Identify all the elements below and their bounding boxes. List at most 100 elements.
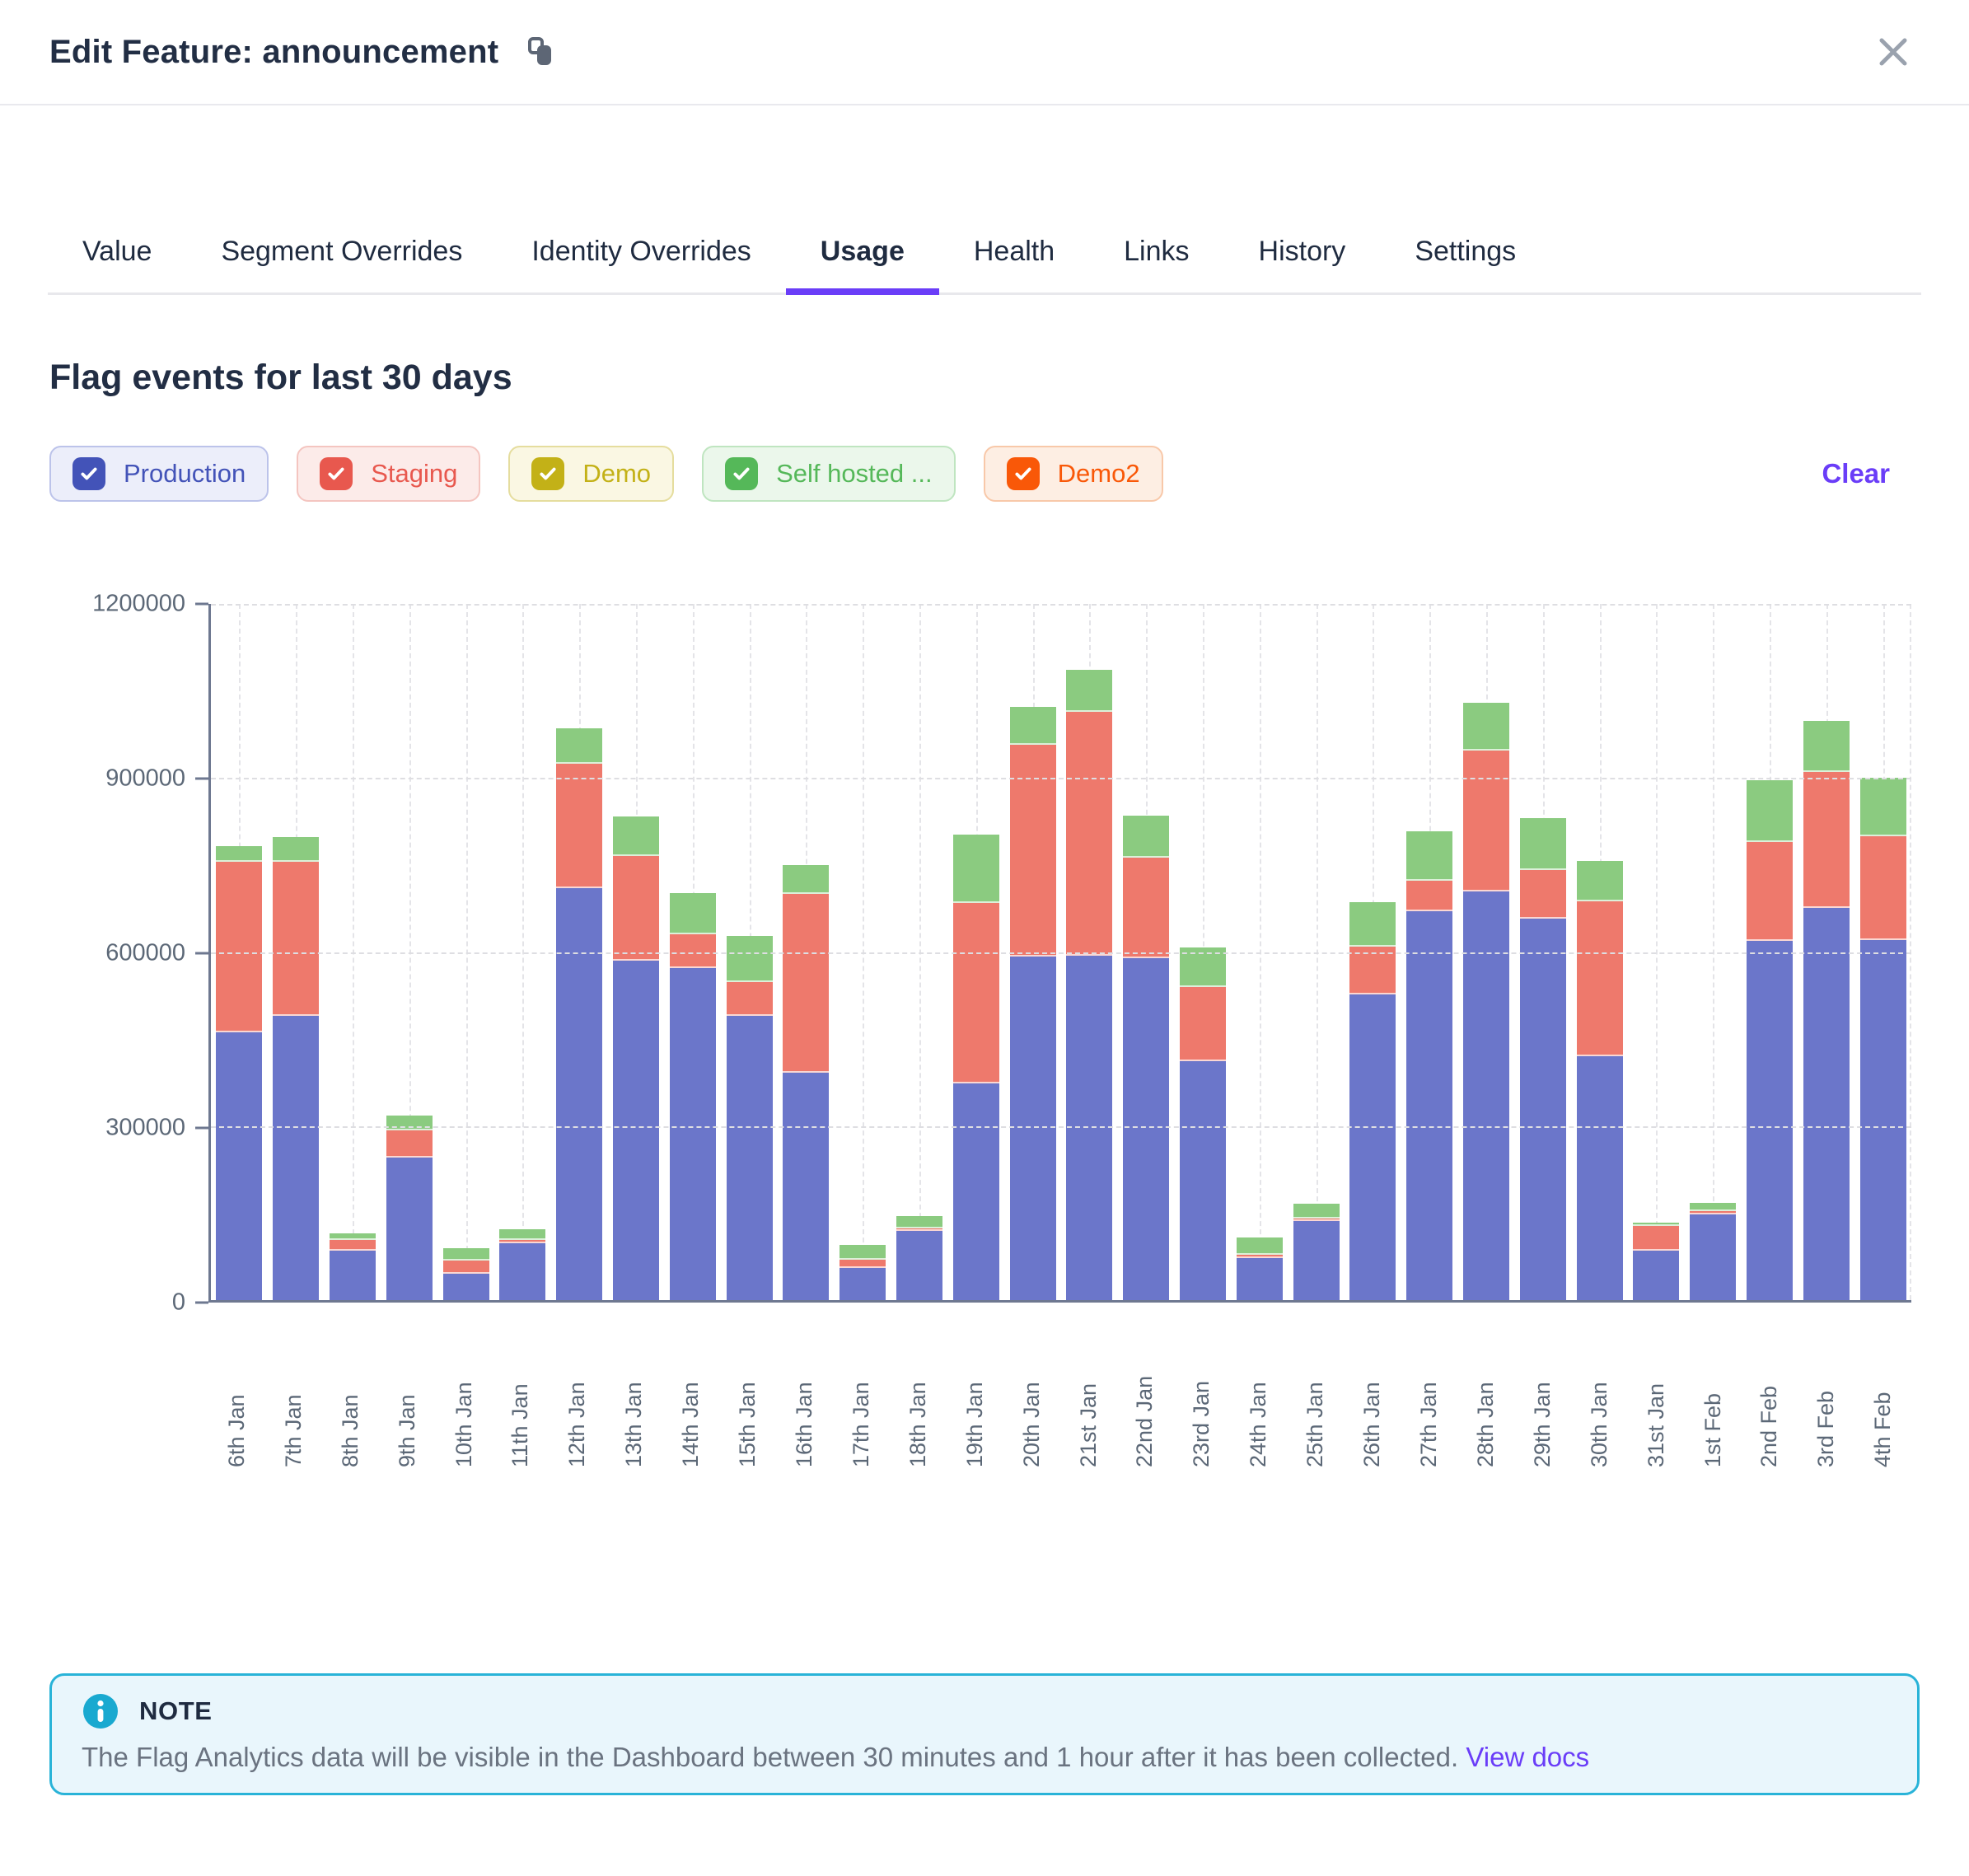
stacked-bar-12th-jan[interactable]	[556, 604, 603, 1300]
x-label-slot: 27th Jan	[1401, 1303, 1457, 1467]
stacked-bar-25th-jan[interactable]	[1293, 604, 1340, 1300]
stacked-bar-3rd-feb[interactable]	[1803, 604, 1850, 1300]
segment-staging	[386, 1130, 433, 1158]
segment-self-hosted	[952, 835, 999, 904]
x-axis-label: 29th Jan	[1529, 1382, 1555, 1467]
note-callout: NOTE The Flag Analytics data will be vis…	[49, 1673, 1920, 1795]
view-docs-link[interactable]: View docs	[1466, 1742, 1590, 1772]
stacked-bar-10th-jan[interactable]	[442, 604, 489, 1300]
filter-label: Demo	[582, 459, 652, 488]
x-axis-labels: 6th Jan 7th Jan 8th Jan 9th Jan 10th Jan 11th…	[208, 1303, 1911, 1467]
segment-production	[556, 888, 603, 1300]
stacked-bar-21st-jan[interactable]	[1066, 604, 1113, 1300]
filter-label: Self hosted ...	[776, 459, 933, 488]
segment-self-hosted	[273, 837, 320, 863]
stacked-bar-14th-jan[interactable]	[669, 604, 716, 1300]
tab-usage[interactable]: Usage	[785, 236, 939, 295]
x-axis-label: 2nd Feb	[1756, 1385, 1782, 1467]
bar-slot-6th-jan	[211, 604, 268, 1300]
segment-production	[1462, 891, 1509, 1300]
segment-production	[1859, 939, 1906, 1300]
stacked-bar-1st-feb[interactable]	[1690, 604, 1737, 1300]
segment-staging	[273, 862, 320, 1016]
stacked-bar-18th-jan[interactable]	[896, 604, 942, 1300]
filter-self-hosted[interactable]: Self hosted ...	[702, 446, 956, 502]
filter-label: Production	[124, 459, 246, 488]
segment-production	[1519, 918, 1566, 1300]
segment-production	[1576, 1056, 1623, 1300]
note-header: NOTE	[82, 1692, 1887, 1730]
stacked-bar-4th-feb[interactable]	[1859, 604, 1906, 1300]
stacked-bar-26th-jan[interactable]	[1349, 604, 1396, 1300]
stacked-bar-7th-jan[interactable]	[273, 604, 320, 1300]
stacked-bar-13th-jan[interactable]	[612, 604, 659, 1300]
x-axis-label: 19th Jan	[961, 1382, 987, 1467]
filter-demo[interactable]: Demo	[508, 446, 675, 502]
tab-settings[interactable]: Settings	[1415, 236, 1517, 267]
stacked-bar-27th-jan[interactable]	[1406, 604, 1453, 1300]
segment-self-hosted	[1690, 1203, 1737, 1212]
segment-production	[1066, 955, 1113, 1300]
segment-self-hosted	[726, 935, 773, 983]
segment-self-hosted	[1462, 703, 1509, 751]
segment-staging	[612, 856, 659, 961]
filter-production[interactable]: Production	[49, 446, 269, 502]
stacked-bar-29th-jan[interactable]	[1519, 604, 1566, 1300]
stacked-bar-6th-jan[interactable]	[216, 604, 263, 1300]
clear-filters-link[interactable]: Clear	[1822, 458, 1890, 489]
segment-production	[1349, 994, 1396, 1300]
close-button[interactable]	[1875, 34, 1911, 70]
note-body-text: The Flag Analytics data will be visible …	[82, 1742, 1459, 1772]
stacked-bar-24th-jan[interactable]	[1236, 604, 1283, 1300]
x-label-slot: 22nd Jan	[1117, 1303, 1174, 1467]
segment-self-hosted	[499, 1229, 546, 1240]
stacked-bar-23rd-jan[interactable]	[1179, 604, 1226, 1300]
copy-icon[interactable]	[523, 35, 558, 69]
filter-staging[interactable]: Staging	[297, 446, 481, 502]
segment-production	[1803, 907, 1850, 1300]
x-label-slot: 7th Jan	[265, 1303, 322, 1467]
note-heading: NOTE	[139, 1696, 213, 1725]
tab-health[interactable]: Health	[973, 236, 1055, 267]
segment-staging	[1803, 772, 1850, 908]
stacked-bar-15th-jan[interactable]	[726, 604, 773, 1300]
checkbox-icon[interactable]	[725, 457, 759, 490]
checkbox-icon[interactable]	[531, 457, 565, 490]
stacked-bar-16th-jan[interactable]	[783, 604, 830, 1300]
segment-self-hosted	[329, 1233, 376, 1241]
stacked-bar-8th-jan[interactable]	[329, 604, 376, 1300]
filter-label: Demo2	[1057, 459, 1140, 488]
tab-identity-overrides[interactable]: Identity Overrides	[531, 236, 751, 267]
stacked-bar-31st-jan[interactable]	[1633, 604, 1680, 1300]
filter-demo2[interactable]: Demo2	[983, 446, 1163, 502]
segment-staging	[1123, 858, 1170, 958]
segment-production	[1123, 957, 1170, 1300]
checkbox-icon[interactable]	[320, 457, 353, 490]
segment-staging	[952, 903, 999, 1083]
x-label-slot: 28th Jan	[1457, 1303, 1514, 1467]
stacked-bar-19th-jan[interactable]	[952, 604, 999, 1300]
segment-staging	[783, 894, 830, 1073]
stacked-bar-22nd-jan[interactable]	[1123, 604, 1170, 1300]
y-tick-900000: 900000	[105, 765, 208, 793]
x-axis-label: 4th Feb	[1870, 1392, 1896, 1467]
stacked-bar-20th-jan[interactable]	[1009, 604, 1056, 1300]
tab-segment-overrides[interactable]: Segment Overrides	[221, 236, 463, 267]
x-label-slot: 3rd Feb	[1798, 1303, 1854, 1467]
stacked-bar-28th-jan[interactable]	[1462, 604, 1509, 1300]
x-label-slot: 19th Jan	[947, 1303, 1003, 1467]
stacked-bar-2nd-feb[interactable]	[1746, 604, 1793, 1300]
tab-history[interactable]: History	[1258, 236, 1346, 267]
x-axis-label: 1st Feb	[1700, 1392, 1725, 1467]
stacked-bar-11th-jan[interactable]	[499, 604, 546, 1300]
stacked-bar-17th-jan[interactable]	[840, 604, 886, 1300]
x-label-slot: 20th Jan	[1003, 1303, 1060, 1467]
x-axis-label: 3rd Feb	[1813, 1390, 1839, 1467]
stacked-bar-30th-jan[interactable]	[1576, 604, 1623, 1300]
tab-value[interactable]: Value	[82, 236, 152, 267]
checkbox-icon[interactable]	[72, 457, 105, 490]
checkbox-icon[interactable]	[1006, 457, 1040, 490]
segment-production	[1009, 957, 1056, 1300]
segment-staging	[1519, 869, 1566, 919]
tab-links[interactable]: Links	[1124, 236, 1190, 267]
